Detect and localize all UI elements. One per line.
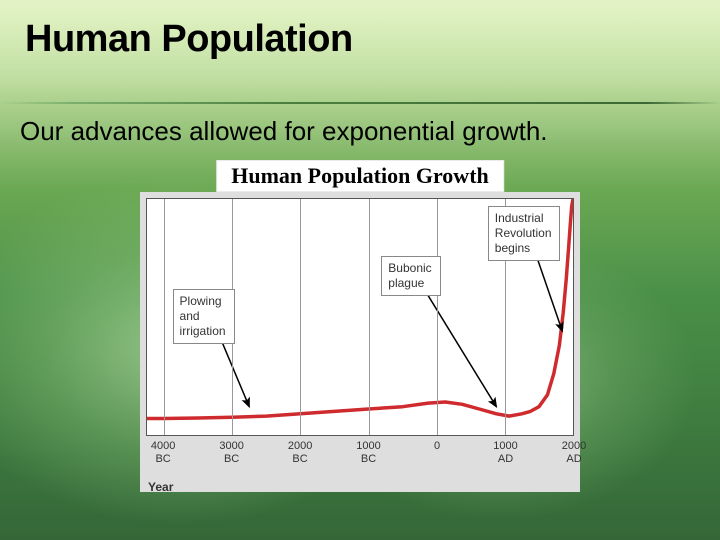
slide-subtitle: Our advances allowed for exponential gro… bbox=[20, 116, 548, 147]
x-tick-label: 0 bbox=[434, 440, 440, 453]
x-tick-label: 4000BC bbox=[151, 440, 175, 466]
x-tick-label: 2000AD bbox=[562, 440, 586, 466]
gridline-v bbox=[300, 199, 301, 435]
x-tick-label: 2000BC bbox=[288, 440, 312, 466]
chart-container: Plowingandirrigation Bubonicplague Industr… bbox=[140, 192, 580, 492]
annotation-plowing: Plowingandirrigation bbox=[173, 289, 235, 344]
gridline-v bbox=[369, 199, 370, 435]
x-axis: Year 4000BC3000BC2000BC1000BC01000AD2000… bbox=[146, 440, 574, 494]
x-tick-label: 3000BC bbox=[219, 440, 243, 466]
gridline-v bbox=[437, 199, 438, 435]
x-axis-label: Year bbox=[148, 480, 173, 494]
chart-title: Human Population Growth bbox=[216, 160, 504, 192]
chart-plot: Plowingandirrigation Bubonicplague Industr… bbox=[146, 198, 574, 436]
x-tick-label: 1000AD bbox=[493, 440, 517, 466]
annotation-industrial: IndustrialRevolutionbegins bbox=[488, 206, 560, 261]
annotation-plague: Bubonicplague bbox=[381, 256, 441, 296]
x-tick-label: 1000BC bbox=[356, 440, 380, 466]
gridline-v bbox=[164, 199, 165, 435]
title-underline bbox=[0, 102, 720, 104]
slide-title: Human Population bbox=[25, 18, 353, 61]
